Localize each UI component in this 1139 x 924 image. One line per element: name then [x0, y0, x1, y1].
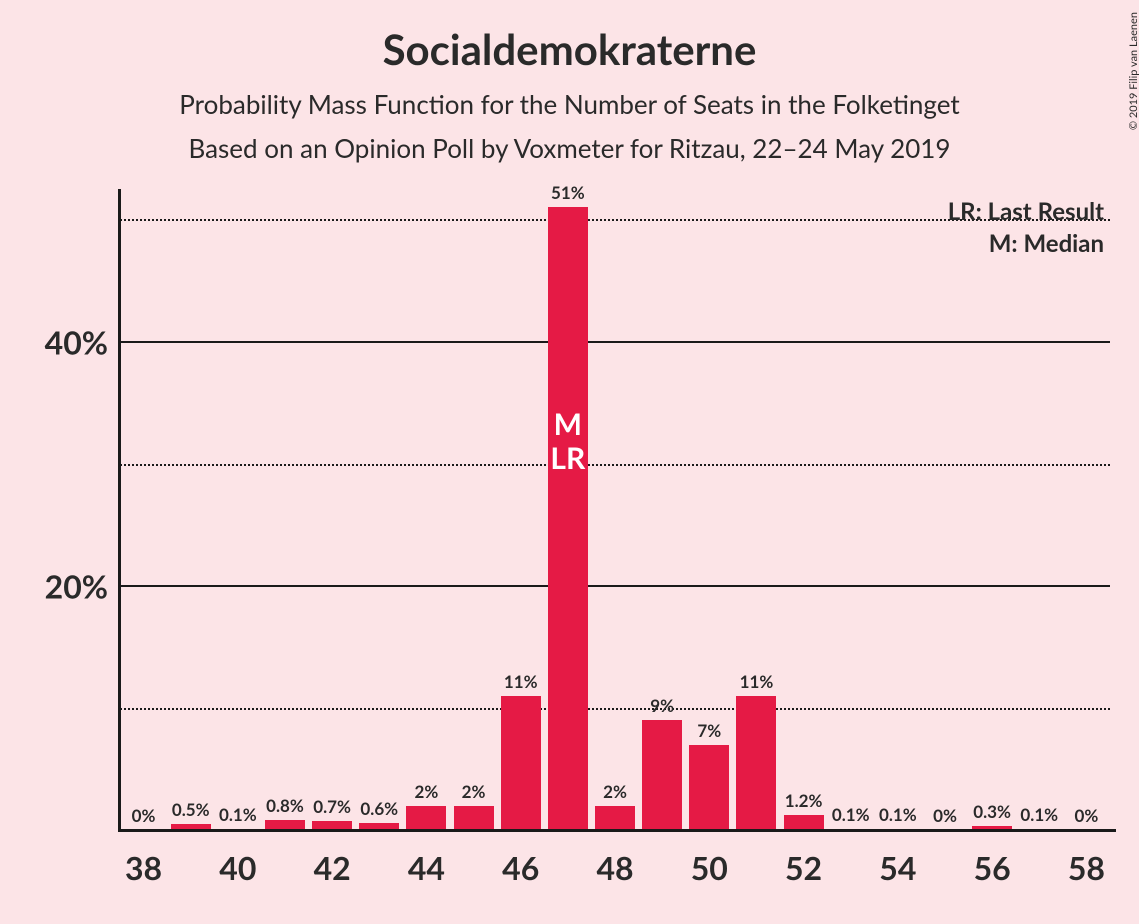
bar-value-label: 0.7% — [313, 796, 351, 821]
bar-value-label: 0% — [1075, 805, 1099, 830]
bar: 51%MLR — [548, 207, 588, 830]
bar-value-label: 0.5% — [172, 799, 210, 824]
y-axis-tick-label: 40% — [45, 322, 120, 361]
x-axis-tick-label: 50 — [691, 830, 728, 887]
x-axis-tick-label: 58 — [1068, 830, 1105, 887]
x-axis-tick-label: 44 — [408, 830, 445, 887]
bar: 7% — [689, 745, 729, 830]
x-axis-tick-label: 56 — [974, 830, 1011, 887]
x-axis-tick-label: 54 — [879, 830, 916, 887]
chart-title: Socialdemokraterne — [0, 0, 1139, 74]
legend-median: M: Median — [989, 229, 1104, 258]
bar: 11% — [501, 696, 541, 830]
x-axis-tick-label: 48 — [596, 830, 633, 887]
bar-value-label: 0.1% — [832, 804, 870, 829]
x-axis-tick-label: 46 — [502, 830, 539, 887]
bar: 9% — [642, 720, 682, 830]
grid-line-major — [120, 585, 1110, 587]
bar-value-label: 2% — [462, 781, 486, 806]
bar-value-label: 0.1% — [879, 804, 917, 829]
grid-line-minor — [120, 708, 1110, 710]
x-axis-tick-label: 40 — [219, 830, 256, 887]
x-axis-tick-label: 38 — [125, 830, 162, 887]
chart-plot-area: 20%40%0%0.5%0.1%0.8%0.7%0.6%2%2%11%51%ML… — [120, 195, 1110, 830]
bar-value-label: 2% — [415, 781, 439, 806]
bar: 2% — [595, 806, 635, 830]
bar-value-label: 51% — [551, 182, 585, 207]
x-axis-tick-label: 52 — [785, 830, 822, 887]
bar-value-label: 1.2% — [785, 790, 823, 815]
bar-value-label: 0.1% — [219, 804, 257, 829]
bar-value-label: 2% — [603, 781, 627, 806]
bar-value-label: 0% — [132, 805, 156, 830]
bar-value-label: 0.3% — [973, 801, 1011, 826]
bar: 1.2% — [784, 815, 824, 830]
bar-value-label: 0% — [933, 805, 957, 830]
bar: 2% — [406, 806, 446, 830]
copyright-text: © 2019 Filip van Laenen — [1127, 12, 1139, 130]
legend-last-result: LR: Last Result — [948, 197, 1104, 226]
bar-value-label: 0.1% — [1020, 804, 1058, 829]
bar-value-label: 11% — [504, 671, 538, 696]
grid-line-minor — [120, 464, 1110, 466]
bar-value-label: 7% — [697, 720, 721, 745]
grid-line-major — [120, 341, 1110, 343]
bar-marker-label: MLR — [550, 407, 585, 476]
bar: 2% — [454, 806, 494, 830]
y-axis-tick-label: 20% — [45, 566, 120, 605]
bar-value-label: 11% — [740, 671, 774, 696]
x-axis-tick-label: 42 — [314, 830, 351, 887]
bar-value-label: 9% — [650, 695, 674, 720]
chart-subtitle-1: Probability Mass Function for the Number… — [0, 74, 1139, 120]
bar-value-label: 0.6% — [360, 798, 398, 823]
y-axis — [118, 189, 121, 830]
bar: 11% — [736, 696, 776, 830]
chart-subtitle-2: Based on an Opinion Poll by Voxmeter for… — [0, 120, 1139, 164]
bar-value-label: 0.8% — [266, 795, 304, 820]
